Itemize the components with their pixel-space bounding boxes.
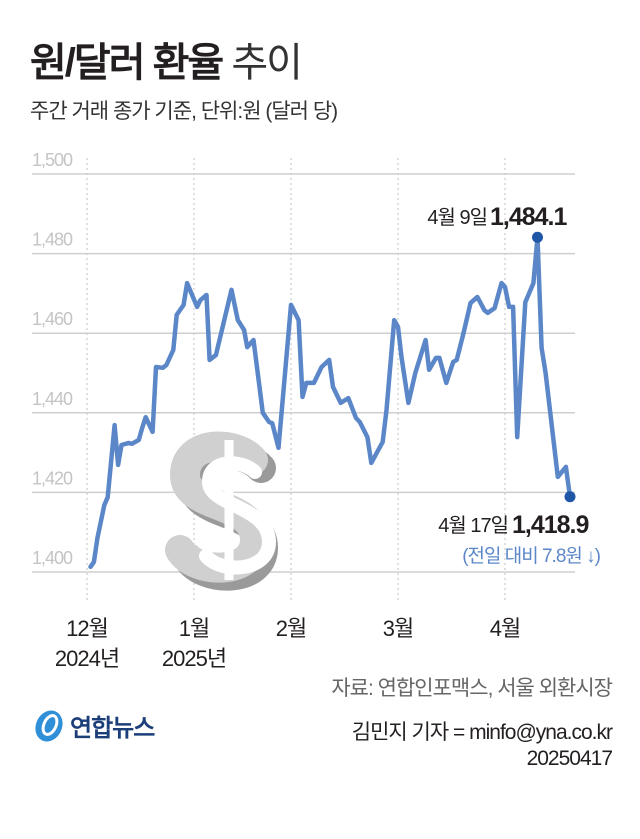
source-text: 자료: 연합인포맥스, 서울 외환시장 <box>331 677 613 700</box>
x-tick-label: 4월 <box>490 616 520 641</box>
x-tick-label: 1월 <box>179 616 209 641</box>
yonhap-logo-icon <box>35 709 63 742</box>
annotation-last-change: (전일 대비 7.8원 ↓) <box>462 545 600 567</box>
yonhap-logo: 연합뉴스 <box>32 708 155 743</box>
annotated-point <box>532 231 543 243</box>
x-tick-year: 2024년 <box>55 646 119 671</box>
y-tick-label: 1,460 <box>32 309 73 329</box>
x-tick-year: 2025년 <box>162 646 226 671</box>
annotation-peak-date: 4월 9일 <box>427 206 487 229</box>
logo-text: 연합뉴스 <box>70 715 155 742</box>
publish-date: 20250417 <box>526 747 613 770</box>
title-light: 추이 <box>231 41 303 85</box>
chart-title: 원/달러 환율 추이 <box>30 30 303 88</box>
series-line <box>88 235 573 570</box>
chart-subtitle: 주간 거래 종가 기준, 단위:원 (달러 당) <box>30 100 338 123</box>
y-tick-label: 1,440 <box>32 389 73 409</box>
annotation-last-value: 1,418.9 <box>512 511 589 539</box>
title-bold: 원/달러 환율 <box>30 41 224 85</box>
credit: 김민지 기자 = minfo@yna.co.kr 20250417 <box>351 720 613 772</box>
annotation-peak-value: 1,484.1 <box>490 203 568 231</box>
y-tick-label: 1,400 <box>32 548 73 568</box>
y-tick-label: 1,480 <box>32 230 73 250</box>
annotated-point <box>564 491 576 503</box>
x-tick-label: 12월 <box>66 616 108 641</box>
dollar-icon <box>165 431 279 591</box>
annotation-last-date: 4월 17일 <box>438 514 508 537</box>
reporter-text: 김민지 기자 = minfo@yna.co.kr <box>351 721 613 744</box>
x-tick-label: 2월 <box>276 616 306 641</box>
x-tick-label: 3월 <box>383 616 413 641</box>
y-tick-label: 1,420 <box>32 468 73 488</box>
y-tick-label: 1,500 <box>32 150 73 170</box>
